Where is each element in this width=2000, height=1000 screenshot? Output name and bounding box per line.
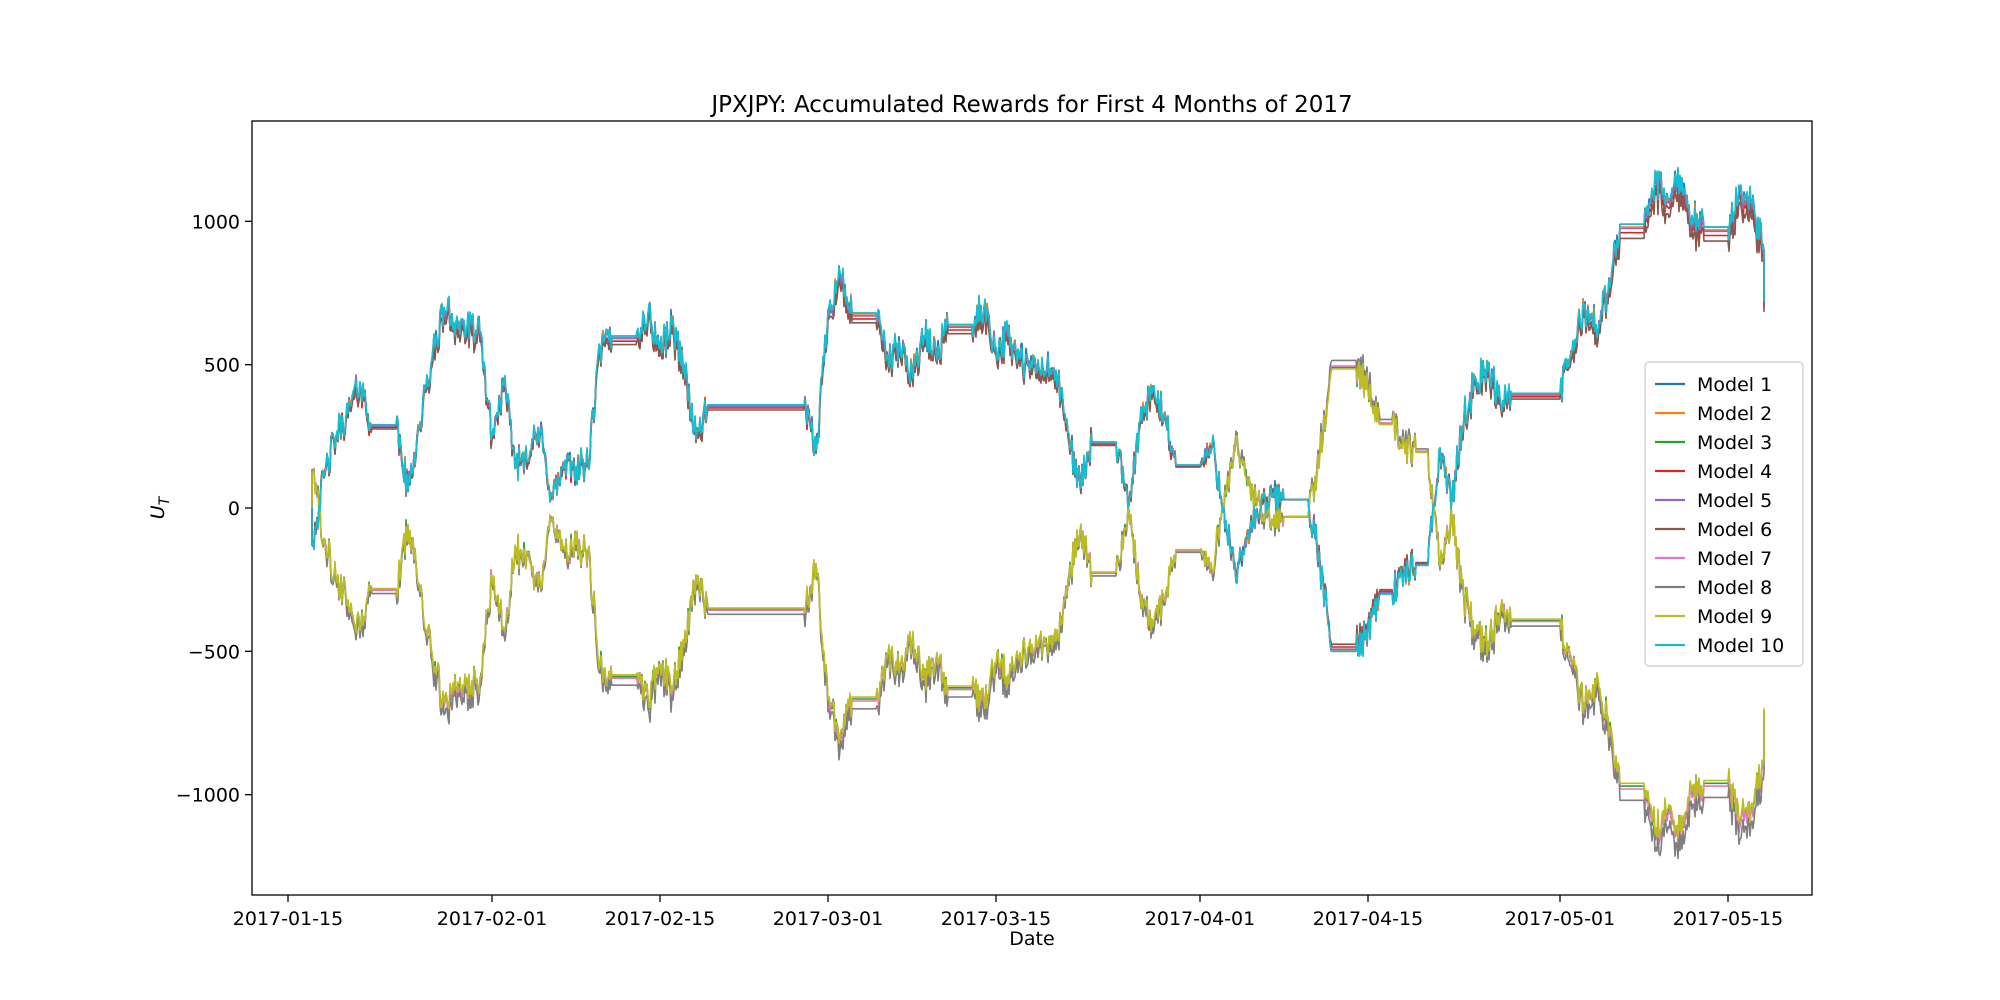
x-tick-label: 2017-04-01 <box>1145 908 1255 930</box>
y-axis-title: UT <box>147 495 173 519</box>
series-line-model-6 <box>311 181 1765 651</box>
series-line-model-7 <box>311 359 1765 846</box>
legend-label: Model 5 <box>1697 490 1772 512</box>
plot-frame <box>251 120 1813 896</box>
y-tick-label: −1000 <box>176 785 240 807</box>
series-line-model-4 <box>311 176 1765 654</box>
x-tick-label: 2017-05-01 <box>1505 908 1615 930</box>
series-line-model-9 <box>311 361 1765 839</box>
x-tick-label: 2017-04-15 <box>1313 908 1423 930</box>
legend: Model 1 Model 2 Model 3 Model 4 Model 5 Model… <box>1644 361 1804 667</box>
chart-title: JPXJPY: Accumulated Rewards for First 4 … <box>709 92 1352 118</box>
legend-label: Model 7 <box>1697 548 1772 570</box>
series-layer <box>311 166 1765 860</box>
x-tick-label: 2017-03-15 <box>941 908 1051 930</box>
legend-label: Model 4 <box>1697 461 1772 483</box>
series-line-model-2 <box>311 170 1765 657</box>
series-line-model-10 <box>311 166 1765 658</box>
y-tick-label: −500 <box>188 641 240 663</box>
legend-box <box>1644 361 1804 667</box>
legend-label: Model 3 <box>1697 432 1772 454</box>
series-line-model-5 <box>311 172 1765 656</box>
y-axis: −1000 −500 0 500 1000 <box>176 211 252 807</box>
y-tick-label: 500 <box>204 355 240 377</box>
x-tick-label: 2017-03-01 <box>773 908 883 930</box>
series-line-model-3 <box>311 360 1765 842</box>
y-axis-title-sub: T <box>157 495 173 505</box>
legend-label: Model 1 <box>1697 374 1772 396</box>
legend-label: Model 2 <box>1697 403 1772 425</box>
y-tick-label: 1000 <box>192 211 240 233</box>
x-tick-label: 2017-02-01 <box>437 908 547 930</box>
x-tick-label: 2017-05-15 <box>1673 908 1783 930</box>
x-tick-label: 2017-01-15 <box>233 908 343 930</box>
y-tick-label: 0 <box>228 498 240 520</box>
series-line-model-8 <box>311 354 1765 860</box>
series-line-model-1 <box>311 167 1765 657</box>
x-axis: 2017-01-15 2017-02-01 2017-02-15 2017-03-01… <box>233 895 1783 930</box>
y-axis-title-main: U <box>147 505 169 519</box>
legend-label: Model 9 <box>1697 606 1772 628</box>
legend-label: Model 6 <box>1697 519 1772 541</box>
legend-label: Model 8 <box>1697 577 1772 599</box>
legend-label: Model 10 <box>1697 635 1784 657</box>
x-tick-label: 2017-02-15 <box>605 908 715 930</box>
x-axis-title: Date <box>1009 928 1054 950</box>
